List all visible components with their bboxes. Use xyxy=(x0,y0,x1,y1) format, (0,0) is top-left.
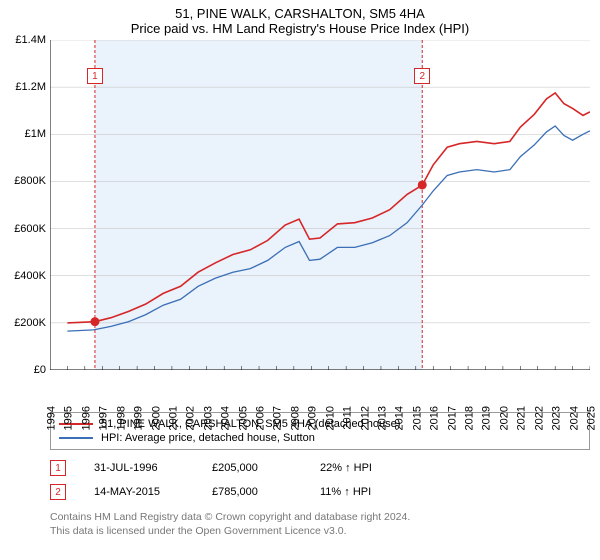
x-axis: 1994199519961997199819992000200120022003… xyxy=(50,370,590,406)
transaction-price: £205,000 xyxy=(212,462,292,474)
x-tick-label: 2020 xyxy=(495,406,510,430)
transaction-row: 2 14-MAY-2015 £785,000 11% ↑ HPI xyxy=(50,480,590,504)
transaction-row: 1 31-JUL-1996 £205,000 22% ↑ HPI xyxy=(50,456,590,480)
x-tick-label: 2015 xyxy=(408,406,423,430)
x-tick-label: 2016 xyxy=(426,406,441,430)
transaction-date: 14-MAY-2015 xyxy=(94,486,184,498)
x-tick-label: 2013 xyxy=(373,406,388,430)
x-tick-label: 2019 xyxy=(478,406,493,430)
x-tick-label: 2010 xyxy=(321,406,336,430)
x-tick-label: 2024 xyxy=(565,406,580,430)
x-tick-label: 2007 xyxy=(269,406,284,430)
legend-item: HPI: Average price, detached house, Sutt… xyxy=(59,431,581,445)
transaction-marker: 1 xyxy=(50,460,66,476)
y-tick-label: £1.4M xyxy=(15,34,50,46)
transaction-table: 1 31-JUL-1996 £205,000 22% ↑ HPI 2 14-MAY-201… xyxy=(50,456,590,504)
chart-subtitle: Price paid vs. HM Land Registry's House … xyxy=(0,21,600,36)
transaction-price: £785,000 xyxy=(212,486,292,498)
x-tick-label: 2018 xyxy=(461,406,476,430)
x-tick-label: 2008 xyxy=(286,406,301,430)
x-tick-label: 2005 xyxy=(234,406,249,430)
legend-label: HPI: Average price, detached house, Sutt… xyxy=(101,432,315,444)
x-tick-label: 2011 xyxy=(339,406,354,430)
x-tick-label: 1996 xyxy=(77,406,92,430)
y-tick-label: £400K xyxy=(14,270,50,282)
transaction-pct: 11% ↑ HPI xyxy=(320,486,371,498)
x-tick-label: 2006 xyxy=(252,406,267,430)
event-marker-label: 1 xyxy=(87,68,103,84)
y-tick-label: £200K xyxy=(14,317,50,329)
transaction-marker: 2 xyxy=(50,484,66,500)
x-tick-label: 2012 xyxy=(356,406,371,430)
chart-svg xyxy=(50,40,590,370)
x-tick-label: 2004 xyxy=(217,406,232,430)
y-tick-label: £1.2M xyxy=(15,81,50,93)
x-tick-label: 2003 xyxy=(199,406,214,430)
x-tick-label: 1997 xyxy=(95,406,110,430)
chart-title: 51, PINE WALK, CARSHALTON, SM5 4HA xyxy=(0,0,600,21)
attribution-line: This data is licensed under the Open Gov… xyxy=(50,524,590,538)
x-tick-label: 2001 xyxy=(164,406,179,430)
x-tick-label: 2023 xyxy=(548,406,563,430)
y-tick-label: £800K xyxy=(14,175,50,187)
transaction-pct: 22% ↑ HPI xyxy=(320,462,372,474)
x-tick-label: 1995 xyxy=(60,406,75,430)
x-tick-label: 1998 xyxy=(112,406,127,430)
y-tick-label: £600K xyxy=(14,223,50,235)
event-marker-label: 2 xyxy=(414,68,430,84)
x-tick-label: 2025 xyxy=(583,406,598,430)
y-tick-label: £0 xyxy=(34,364,50,376)
x-tick-label: 2017 xyxy=(443,406,458,430)
x-tick-label: 2009 xyxy=(304,406,319,430)
y-tick-label: £1M xyxy=(25,128,50,140)
x-tick-label: 2014 xyxy=(391,406,406,430)
transaction-date: 31-JUL-1996 xyxy=(94,462,184,474)
chart-plot-area: £0£200K£400K£600K£800K£1M£1.2M£1.4M 12 xyxy=(50,40,590,370)
x-tick-label: 1999 xyxy=(130,406,145,430)
x-tick-label: 2002 xyxy=(182,406,197,430)
x-tick-label: 2021 xyxy=(513,406,528,430)
x-tick-label: 2022 xyxy=(530,406,545,430)
x-tick-label: 1994 xyxy=(43,406,58,430)
attribution: Contains HM Land Registry data © Crown c… xyxy=(50,510,590,538)
legend-swatch xyxy=(59,437,93,439)
x-tick-label: 2000 xyxy=(147,406,162,430)
attribution-line: Contains HM Land Registry data © Crown c… xyxy=(50,510,590,524)
